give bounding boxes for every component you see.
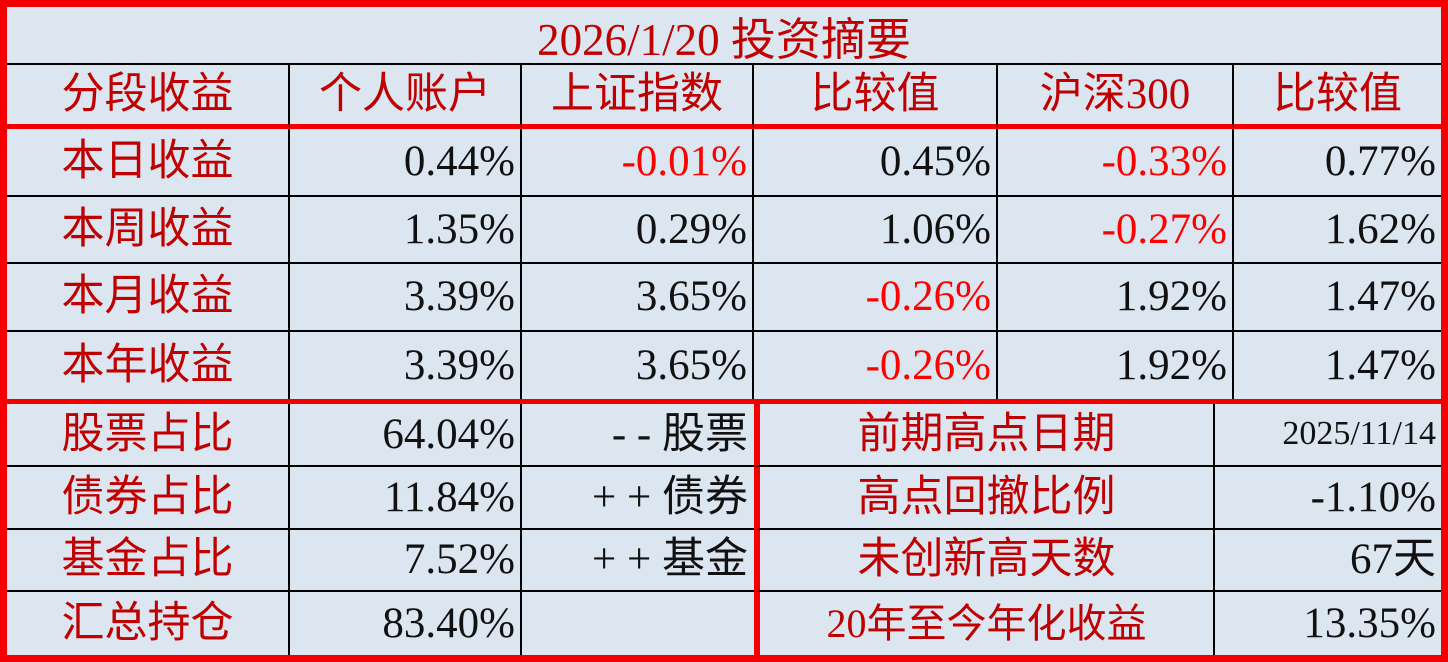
row-label-yearly-return: 本年收益: [7, 331, 290, 399]
daily-sse-value: -0.01%: [522, 129, 754, 197]
col-header-sse-index: 上证指数: [522, 65, 754, 129]
monthly-comparison1-value: -0.26%: [754, 264, 998, 332]
yearly-account-value: 3.39%: [290, 331, 522, 399]
yearly-comparison1-value: -0.26%: [754, 331, 998, 399]
yearly-comparison2-value: 1.47%: [1324, 341, 1436, 389]
stock-allocation-value: 64.04%: [290, 404, 522, 467]
col-header-comparison-1: 比较值: [754, 65, 998, 129]
monthly-csi300-value: 1.92%: [998, 264, 1234, 332]
weekly-comparison1-value: 1.06%: [754, 196, 998, 264]
weekly-sse-value: 0.29%: [522, 196, 754, 264]
drawdown-from-high-value: -1.10%: [1215, 467, 1441, 530]
daily-comparison2-value: 0.77%: [1234, 129, 1441, 197]
annualized-return-value: 13.35%: [1303, 600, 1436, 648]
returns-grid: 分段收益 个人账户 上证指数 比较值 沪深300 比较值 本日收益 0.44% …: [7, 65, 1441, 399]
row-label-stock-allocation: 股票占比: [7, 404, 290, 467]
row-label-bond-allocation: 债券占比: [7, 466, 290, 530]
daily-account-value: 0.44%: [290, 129, 522, 197]
col-header-comparison-2: 比较值: [1234, 65, 1441, 129]
yearly-sse-value: 3.65%: [522, 331, 754, 399]
allocation-stats-grid: 股票占比 64.04% - - 股票 前期高点日期 2025/11/14 债券占…: [7, 399, 1441, 655]
monthly-comparison2-value: 1.47%: [1234, 264, 1441, 332]
row-label-total-position: 汇总持仓: [7, 592, 290, 655]
stat-label-annualized-return-since-2020: 20年至今年化收益: [754, 592, 1215, 655]
total-position-note: [522, 592, 754, 655]
weekly-account-value: 1.35%: [290, 196, 522, 264]
stat-label-drawdown-from-high: 高点回撤比例: [754, 466, 1215, 530]
yearly-csi300-value: 1.92%: [998, 331, 1234, 399]
row-label-daily-return: 本日收益: [7, 129, 290, 197]
bond-allocation-note: + + 债券: [522, 467, 754, 530]
fund-allocation-note: + + 基金: [522, 530, 754, 593]
monthly-sse-value: 3.65%: [522, 264, 754, 332]
row-label-monthly-return: 本月收益: [7, 264, 290, 332]
stat-label-days-without-new-high: 未创新高天数: [754, 529, 1215, 593]
col-header-csi300: 沪深300: [998, 65, 1234, 129]
daily-csi300-value: -0.33%: [998, 129, 1234, 197]
row-label-fund-allocation: 基金占比: [7, 529, 290, 593]
daily-comparison1-value: 0.45%: [754, 129, 998, 197]
previous-high-date-value: 2025/11/14: [1215, 404, 1441, 467]
monthly-account-value: 3.39%: [290, 264, 522, 332]
row-label-weekly-return: 本周收益: [7, 196, 290, 264]
fund-allocation-value: 7.52%: [290, 529, 522, 593]
days-without-new-high-value: 67天: [1215, 530, 1441, 593]
col-header-personal-account: 个人账户: [290, 65, 522, 129]
weekly-comparison2-value: 1.62%: [1234, 197, 1441, 264]
bond-allocation-value: 11.84%: [290, 466, 522, 530]
stat-label-previous-high-date: 前期高点日期: [754, 404, 1215, 467]
table-title: 2026/1/20 投资摘要: [7, 7, 1441, 65]
col-header-segment-return: 分段收益: [7, 65, 290, 129]
weekly-csi300-value: -0.27%: [998, 196, 1234, 264]
total-position-value: 83.40%: [290, 592, 522, 655]
stock-allocation-note: - - 股票: [522, 404, 754, 467]
